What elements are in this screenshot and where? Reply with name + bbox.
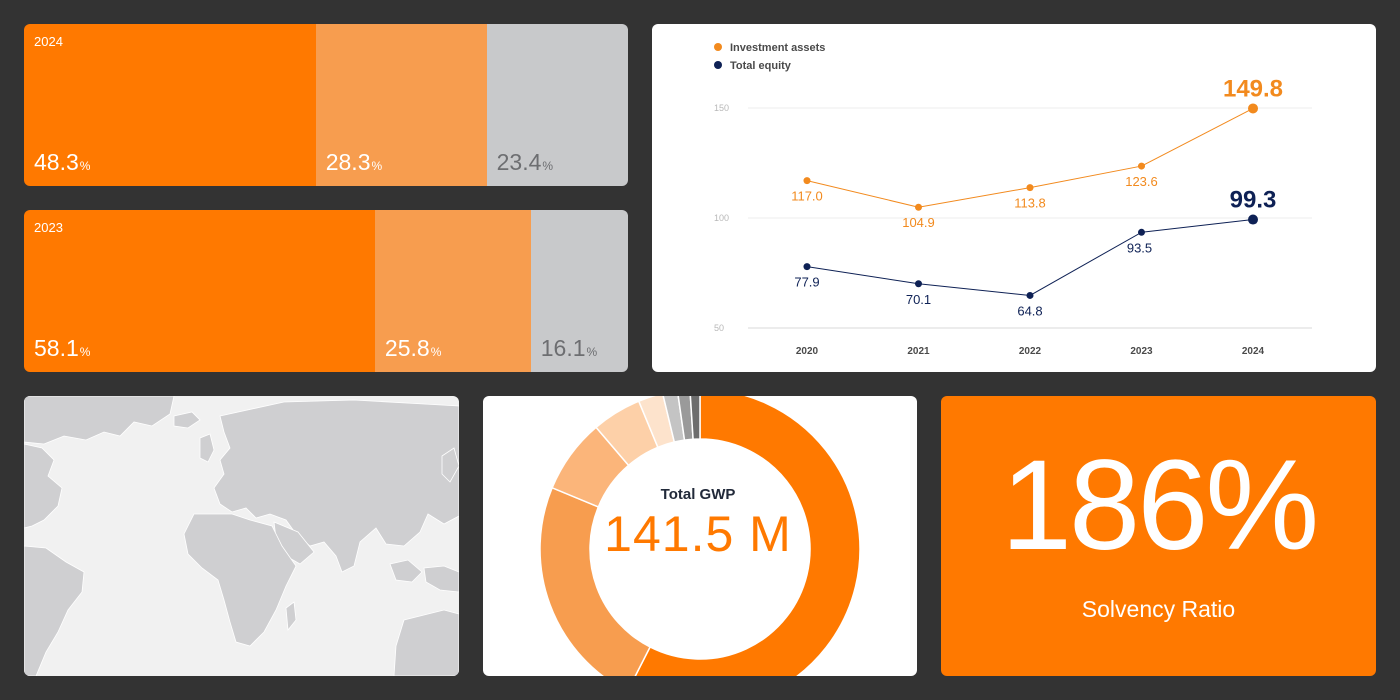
y-tick-label: 100 (714, 213, 729, 223)
data-label: 64.8 (1017, 303, 1042, 318)
solvency-value: 186% (1000, 434, 1319, 577)
bar-segment-label: 58.1% (34, 335, 90, 362)
bar-year-label: 2024 (34, 34, 63, 49)
data-label: 117.0 (791, 189, 823, 204)
data-point (1138, 228, 1145, 236)
solvency-panel: 186% Solvency Ratio (941, 396, 1376, 676)
legend-label: Investment assets (730, 42, 825, 54)
y-tick-label: 50 (714, 323, 724, 333)
series-line (806, 219, 1254, 296)
segment-unit: % (79, 345, 91, 359)
bar-segment: 28.3% (315, 24, 487, 186)
segment-value: 25.8 (384, 335, 430, 361)
data-label: 104.9 (902, 215, 935, 230)
world-map (24, 396, 459, 676)
bar-2023: 2023 58.1% 25.8% 16.1% (24, 210, 628, 372)
donut-center: Total GWP 141.5 M (588, 486, 808, 563)
donut-chart-panel: Total GWP 141.5 M (483, 396, 917, 676)
segment-unit: % (371, 159, 383, 173)
line-chart: 150 100 50 2020 2021 2022 2023 2024 Investment a… (714, 42, 1312, 357)
data-point (1248, 214, 1258, 225)
series-line (806, 107, 1254, 208)
bar-segment-label: 28.3% (326, 149, 382, 176)
segment-value: 23.4 (496, 149, 542, 175)
data-point (803, 263, 811, 271)
segment-value: 58.1 (34, 335, 79, 361)
data-point (1026, 291, 1034, 299)
donut-chart (539, 396, 861, 676)
segment-unit: % (430, 345, 442, 359)
segment-value: 28.3 (325, 149, 371, 175)
solvency-label: Solvency Ratio (1081, 596, 1236, 622)
segment-value: 48.3 (34, 149, 79, 175)
segment-value: 16.1 (540, 335, 586, 361)
data-label: 113.8 (1014, 196, 1046, 211)
data-point (1138, 162, 1145, 170)
x-tick-label: 2020 (796, 346, 819, 357)
segment-unit: % (586, 345, 598, 359)
bar-segment: 58.1% (24, 210, 375, 372)
bar-segment-label: 23.4% (497, 149, 553, 176)
segment-unit: % (542, 159, 554, 173)
bar-segment-label: 25.8% (385, 335, 441, 362)
data-label: 70.1 (906, 292, 931, 307)
data-point (1026, 184, 1034, 192)
data-point (915, 203, 922, 211)
x-tick-label: 2022 (1019, 346, 1042, 357)
legend-marker (714, 61, 722, 69)
data-label: 93.5 (1127, 240, 1152, 255)
x-tick-label: 2023 (1130, 346, 1153, 357)
segment-unit: % (79, 159, 91, 173)
bar-year-label: 2023 (34, 220, 63, 235)
data-point (1248, 103, 1258, 114)
bar-segment-label: 48.3% (34, 149, 90, 176)
legend-label: Total equity (730, 60, 792, 72)
legend-marker (714, 43, 722, 51)
donut-slice (634, 396, 861, 676)
donut-slice (689, 396, 701, 441)
data-label: 99.3 (1230, 187, 1277, 214)
data-label: 77.9 (794, 275, 819, 290)
bar-segment-label: 16.1% (541, 335, 597, 362)
donut-total-value: 141.5 M (604, 506, 792, 562)
bar-segment: 16.1% (530, 210, 628, 372)
world-map-image (24, 396, 459, 676)
data-point (803, 177, 811, 185)
y-tick-label: 150 (714, 103, 729, 113)
donut-title: Total GWP (660, 486, 736, 503)
data-label: 123.6 (1125, 174, 1158, 189)
bar-segment: 48.3% (24, 24, 316, 186)
line-chart-panel: 150 100 50 2020 2021 2022 2023 2024 Investment a… (652, 24, 1376, 372)
bar-2024: 2024 48.3% 28.3% 23.4% (24, 24, 628, 186)
x-tick-label: 2024 (1242, 346, 1265, 357)
data-point (915, 280, 922, 288)
x-tick-label: 2021 (907, 346, 930, 357)
data-label: 149.8 (1223, 75, 1283, 102)
bar-segment: 25.8% (374, 210, 531, 372)
bar-segment: 23.4% (486, 24, 628, 186)
